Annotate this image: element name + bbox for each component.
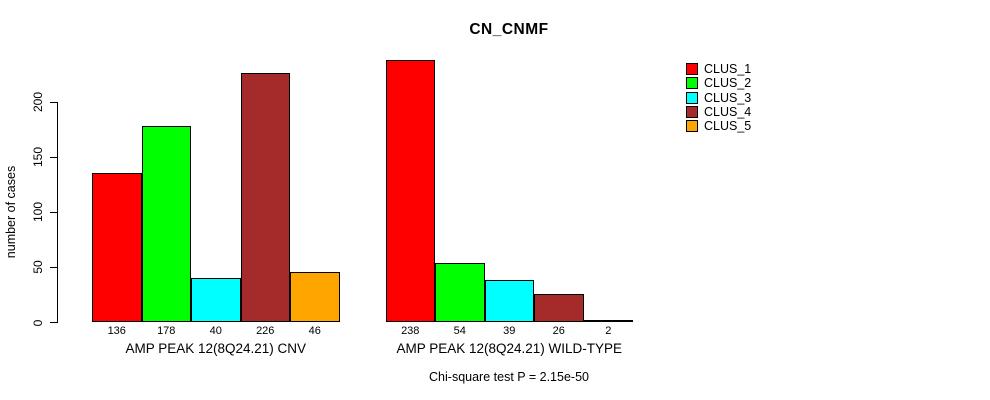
legend-row: CLUS_5 [686, 119, 751, 133]
y-tick [50, 211, 57, 213]
y-tick [50, 156, 57, 158]
y-tick [50, 101, 57, 103]
legend-label: CLUS_4 [704, 105, 752, 120]
y-axis-line [57, 102, 58, 324]
y-tick-label: 100 [31, 202, 45, 223]
y-tick [50, 266, 57, 268]
legend-swatch-icon [686, 63, 698, 76]
y-tick-label: 0 [31, 319, 45, 326]
chart-title: CN_CNMF [469, 21, 549, 38]
bar-clus_3-group2 [484, 279, 534, 323]
legend-label: CLUS_5 [704, 119, 752, 134]
chi-square-note: Chi-square test P = 2.15e-50 [429, 370, 589, 384]
legend-row: CLUS_3 [686, 91, 751, 105]
legend-label: CLUS_3 [704, 90, 752, 105]
bar-value-label: 40 [209, 325, 222, 337]
bar-clus_1-group1 [92, 172, 142, 323]
legend-label: CLUS_1 [704, 62, 752, 77]
bar-value-label: 136 [107, 325, 126, 337]
legend-row: CLUS_1 [686, 62, 751, 76]
bar-clus_1-group2 [385, 60, 435, 323]
bar-clus_2-group2 [435, 262, 485, 323]
bar-value-label: 54 [453, 325, 466, 337]
bar-clus_5-group1 [290, 271, 340, 323]
y-axis-label: number of cases [4, 165, 18, 259]
bar-clus_5-group2 [583, 320, 633, 323]
y-tick-label: 150 [31, 147, 45, 168]
legend-label: CLUS_2 [704, 76, 752, 91]
y-tick-label: 50 [31, 260, 45, 275]
legend-swatch-icon [686, 91, 698, 104]
category-label: AMP PEAK 12(8Q24.21) CNV [125, 341, 307, 356]
legend-row: CLUS_2 [686, 76, 751, 90]
category-label: AMP PEAK 12(8Q24.21) WILD-TYPE [396, 341, 623, 356]
bar-clus_3-group1 [191, 278, 241, 323]
y-tick [50, 322, 57, 323]
bar-value-label: 226 [256, 325, 275, 337]
bar-value-label: 2 [605, 325, 612, 337]
bar-clus_2-group1 [141, 126, 191, 323]
y-tick-label: 200 [31, 92, 45, 113]
legend-swatch-icon [686, 120, 698, 133]
legend-row: CLUS_4 [686, 105, 751, 119]
bar-clus_4-group2 [534, 293, 584, 323]
legend-swatch-icon [686, 77, 698, 90]
bar-value-label: 238 [401, 325, 420, 337]
legend: CLUS_1 CLUS_2 CLUS_3 CLUS_4 CLUS_5 [686, 62, 751, 133]
bar-value-label: 178 [157, 325, 176, 337]
bar-clus_4-group1 [240, 73, 290, 323]
bar-value-label: 26 [552, 325, 565, 337]
legend-swatch-icon [686, 106, 698, 119]
bar-value-label: 39 [503, 325, 516, 337]
bar-value-label: 46 [308, 325, 321, 337]
